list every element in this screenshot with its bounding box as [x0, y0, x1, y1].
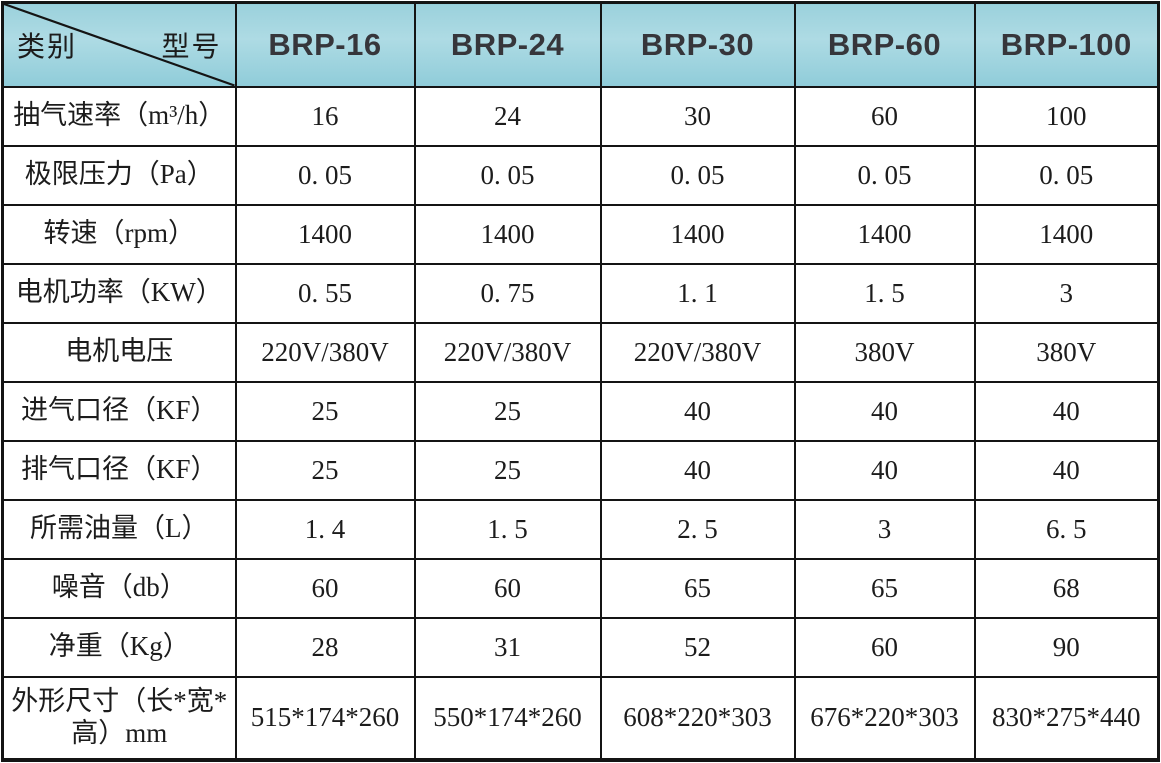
- spec-value-cell: 40: [599, 380, 796, 442]
- table-row: 外形尺寸（长*宽*高）mm 515*174*260 550*174*260 608*2…: [1, 675, 1160, 761]
- spec-value-cell: 1. 5: [793, 262, 976, 324]
- spec-value-cell: 6. 5: [973, 498, 1160, 560]
- spec-value-cell: 65: [793, 557, 976, 619]
- spec-value-cell: 1. 4: [234, 498, 416, 560]
- spec-value-cell: 60: [793, 85, 976, 147]
- row-label: 电机功率（KW）: [1, 262, 237, 324]
- table-row: 噪音（db） 60 60 65 65 68: [1, 557, 1160, 619]
- spec-value-cell: 0. 75: [413, 262, 602, 324]
- row-label: 电机电压: [1, 321, 237, 383]
- table-row: 电机电压 220V/380V 220V/380V 220V/380V 380V 380V: [1, 321, 1160, 383]
- column-header-brp-16: BRP-16: [234, 1, 416, 88]
- table-row: 排气口径（KF） 25 25 40 40 40: [1, 439, 1160, 501]
- spec-value-cell: 0. 05: [234, 144, 416, 206]
- table-row: 净重（Kg） 28 31 52 60 90: [1, 616, 1160, 678]
- spec-value-cell: 0. 05: [793, 144, 976, 206]
- spec-value-cell: 30: [599, 85, 796, 147]
- row-label: 净重（Kg）: [1, 616, 237, 678]
- spec-value-cell: 40: [973, 439, 1160, 501]
- spec-value-cell: 1400: [234, 203, 416, 265]
- spec-value-cell: 1. 1: [599, 262, 796, 324]
- spec-value-cell: 380V: [793, 321, 976, 383]
- diagonal-divider: [4, 4, 235, 86]
- table-row: 转速（rpm） 1400 1400 1400 1400 1400: [1, 203, 1160, 265]
- column-header-brp-60: BRP-60: [793, 1, 976, 88]
- table-row: 所需油量（L） 1. 4 1. 5 2. 5 3 6. 5: [1, 498, 1160, 560]
- spec-value-cell: 380V: [973, 321, 1160, 383]
- spec-value-cell: 28: [234, 616, 416, 678]
- spec-value-cell: 830*275*440: [973, 675, 1160, 761]
- spec-value-cell: 40: [599, 439, 796, 501]
- row-label: 转速（rpm）: [1, 203, 237, 265]
- table-row: 抽气速率（m³/h） 16 24 30 60 100: [1, 85, 1160, 147]
- spec-value-cell: 65: [599, 557, 796, 619]
- spec-value-cell: 25: [413, 380, 602, 442]
- spec-value-cell: 0. 05: [973, 144, 1160, 206]
- spec-value-cell: 31: [413, 616, 602, 678]
- column-header-brp-100: BRP-100: [973, 1, 1160, 88]
- spec-value-cell: 60: [413, 557, 602, 619]
- spec-value-cell: 2. 5: [599, 498, 796, 560]
- spec-value-cell: 608*220*303: [599, 675, 796, 761]
- column-header-brp-30: BRP-30: [599, 1, 796, 88]
- spec-value-cell: 16: [234, 85, 416, 147]
- table-row: 进气口径（KF） 25 25 40 40 40: [1, 380, 1160, 442]
- spec-value-cell: 60: [793, 616, 976, 678]
- row-label: 极限压力（Pa）: [1, 144, 237, 206]
- spec-value-cell: 3: [973, 262, 1160, 324]
- table-header-row: 类别 型号 BRP-16 BRP-24 BRP-30 BRP-60 BRP-10…: [1, 1, 1160, 88]
- row-label: 外形尺寸（长*宽*高）mm: [1, 675, 237, 761]
- spec-value-cell: 3: [793, 498, 976, 560]
- spec-value-cell: 220V/380V: [599, 321, 796, 383]
- corner-header-cell: 类别 型号: [1, 1, 237, 88]
- spec-value-cell: 676*220*303: [793, 675, 976, 761]
- spec-value-cell: 1400: [599, 203, 796, 265]
- spec-value-cell: 40: [973, 380, 1160, 442]
- spec-value-cell: 24: [413, 85, 602, 147]
- spec-value-cell: 90: [973, 616, 1160, 678]
- spec-value-cell: 1. 5: [413, 498, 602, 560]
- table-body: 抽气速率（m³/h） 16 24 30 60 100 极限压力（Pa） 0. 05 0. 05 0…: [1, 85, 1160, 761]
- spec-value-cell: 1400: [793, 203, 976, 265]
- spec-value-cell: 515*174*260: [234, 675, 416, 761]
- row-label: 进气口径（KF）: [1, 380, 237, 442]
- spec-value-cell: 1400: [973, 203, 1160, 265]
- spec-value-cell: 52: [599, 616, 796, 678]
- spec-value-cell: 0. 55: [234, 262, 416, 324]
- row-label: 抽气速率（m³/h）: [1, 85, 237, 147]
- table-row: 极限压力（Pa） 0. 05 0. 05 0. 05 0. 05 0. 05: [1, 144, 1160, 206]
- corner-model-label: 型号: [161, 31, 222, 63]
- spec-value-cell: 0. 05: [413, 144, 602, 206]
- spec-value-cell: 100: [973, 85, 1160, 147]
- corner-category-label: 类别: [17, 31, 78, 63]
- row-label: 噪音（db）: [1, 557, 237, 619]
- spec-value-cell: 25: [413, 439, 602, 501]
- spec-value-cell: 60: [234, 557, 416, 619]
- spec-value-cell: 550*174*260: [413, 675, 602, 761]
- spec-value-cell: 220V/380V: [413, 321, 602, 383]
- row-label: 排气口径（KF）: [1, 439, 237, 501]
- column-header-brp-24: BRP-24: [413, 1, 602, 88]
- spec-value-cell: 40: [793, 380, 976, 442]
- spec-value-cell: 68: [973, 557, 1160, 619]
- spec-value-cell: 25: [234, 380, 416, 442]
- spec-value-cell: 40: [793, 439, 976, 501]
- spec-value-cell: 1400: [413, 203, 602, 265]
- spec-value-cell: 220V/380V: [234, 321, 416, 383]
- spec-value-cell: 25: [234, 439, 416, 501]
- spec-value-cell: 0. 05: [599, 144, 796, 206]
- row-label: 所需油量（L）: [1, 498, 237, 560]
